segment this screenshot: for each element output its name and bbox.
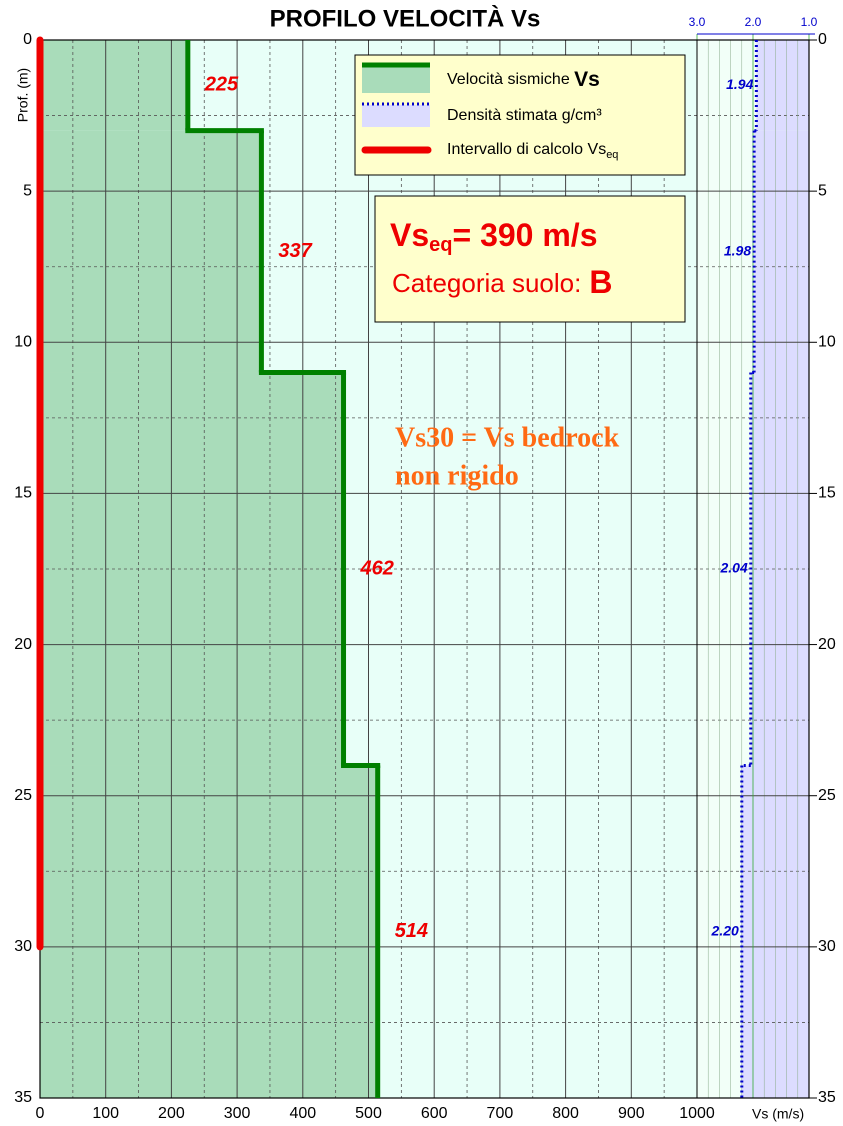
y-tick-label-right: 10 xyxy=(818,334,836,351)
x2-tick-label: 3.0 xyxy=(689,15,706,29)
x-tick-label: 100 xyxy=(92,1105,119,1122)
legend-label: Intervallo di calcolo Vseq xyxy=(447,141,618,161)
x2-tick-label: 2.0 xyxy=(745,15,762,29)
category-value: B xyxy=(589,264,612,300)
vs-fill xyxy=(40,765,378,1098)
y-tick-label-right: 30 xyxy=(818,938,836,955)
x-tick-label: 200 xyxy=(158,1105,185,1122)
y-tick-label: 30 xyxy=(14,938,32,955)
result-subscript: eq xyxy=(429,234,452,256)
annotation: Vs30 = Vs bedrock xyxy=(395,422,620,453)
legend-subscript: eq xyxy=(606,149,618,161)
legend-swatch xyxy=(362,65,430,93)
y-tick-label-right: 5 xyxy=(818,182,827,199)
y-tick-label: 5 xyxy=(23,182,32,199)
y-tick-label: 25 xyxy=(14,787,32,804)
density-value-label: 1.94 xyxy=(726,76,753,92)
result-value: Vseq= 390 m/s xyxy=(390,217,597,256)
x-tick-label: 500 xyxy=(355,1105,382,1122)
legend-text: Intervallo di calcolo Vs xyxy=(447,141,606,158)
y-tick-label-right: 15 xyxy=(818,485,836,502)
y-tick-label-right: 25 xyxy=(818,787,836,804)
density-value-label: 2.20 xyxy=(711,922,739,938)
result-category: Categoria suolo: B xyxy=(392,264,612,300)
legend-text: Velocità sismiche xyxy=(447,71,574,88)
x-tick-label: 600 xyxy=(421,1105,448,1122)
result-symbol: Vs xyxy=(390,217,429,253)
x-tick-label: 900 xyxy=(618,1105,645,1122)
annotation: non rigido xyxy=(395,460,519,491)
y-tick-label: 35 xyxy=(14,1089,32,1106)
result-box xyxy=(374,195,686,323)
x2-tick-label: 1.0 xyxy=(801,15,818,29)
x-tick-label: 300 xyxy=(224,1105,251,1122)
x-tick-label: 700 xyxy=(487,1105,514,1122)
vs-fill xyxy=(40,40,188,131)
x-tick-label: 0 xyxy=(36,1105,45,1122)
result-text: = 390 m/s xyxy=(452,217,597,253)
vs-value-label: 225 xyxy=(204,74,239,96)
y-axis-label: Prof. (m) xyxy=(15,68,31,122)
legend-swatch xyxy=(362,105,430,127)
vs-value-label: 337 xyxy=(278,240,312,262)
density-fill xyxy=(754,130,809,373)
y-tick-label: 0 xyxy=(23,31,32,48)
category-label: Categoria suolo: xyxy=(392,268,581,298)
x-axis-label: Vs (m/s) xyxy=(752,1106,804,1122)
vs-fill xyxy=(40,130,262,373)
x-tick-label: 800 xyxy=(552,1105,579,1122)
vs-value-label: 462 xyxy=(360,557,394,579)
legend-label: Velocità sismiche Vs xyxy=(447,68,600,91)
y-tick-label-right: 35 xyxy=(818,1089,836,1106)
density-value-label: 1.98 xyxy=(724,242,751,258)
y-tick-label: 15 xyxy=(14,485,32,502)
y-tick-label: 20 xyxy=(14,636,32,653)
vs-value-label: 514 xyxy=(395,920,428,942)
y-tick-label: 10 xyxy=(14,334,32,351)
x-tick-label: 1000 xyxy=(679,1105,715,1122)
density-value-label: 2.04 xyxy=(720,560,748,576)
x-tick-label: 400 xyxy=(289,1105,316,1122)
legend-label: Densità stimata g/cm³ xyxy=(447,107,602,124)
density-fill xyxy=(756,40,809,131)
y-tick-label-right: 0 xyxy=(818,31,827,48)
chart-title: PROFILO VELOCITÀ Vs xyxy=(270,4,541,32)
legend-text-bold: Vs xyxy=(574,68,600,91)
y-tick-label-right: 20 xyxy=(818,636,836,653)
